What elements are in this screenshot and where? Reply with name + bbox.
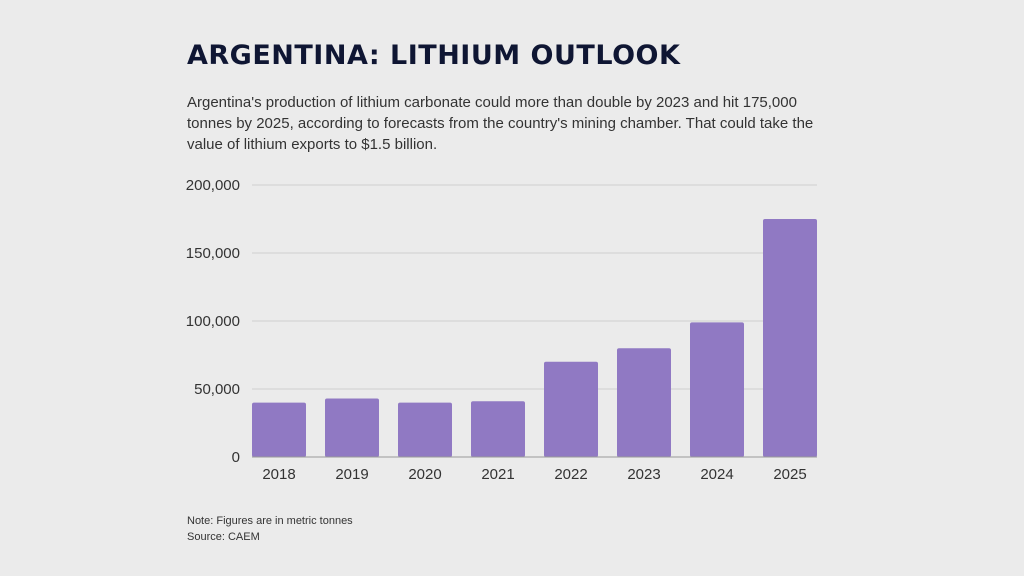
y-tick-label: 50,000 [194,381,240,398]
chart-title: ARGENTINA: LITHIUM OUTLOOK [187,40,681,71]
y-tick-label: 0 [232,449,240,466]
bar-2025 [763,219,817,457]
y-axis-tick-labels: 0 50,000 100,000 150,000 200,000 [186,177,240,466]
note-text: Note: Figures are in metric tonnes [187,515,353,527]
x-axis-tick-labels: 2018 2019 2020 2021 2022 2023 2024 2025 [262,466,806,483]
x-tick-label: 2021 [481,466,514,483]
x-tick-label: 2019 [335,466,368,483]
footnote: Note: Figures are in metric tonnes Sourc… [187,513,353,545]
bar-2021 [471,401,525,457]
x-tick-label: 2020 [408,466,441,483]
x-tick-label: 2025 [773,466,806,483]
chart-subtitle: Argentina's production of lithium carbon… [187,94,814,153]
y-tick-label: 150,000 [186,245,240,262]
bar-2022 [544,361,598,457]
bars [252,219,817,457]
source-text: Source: CAEM [187,531,260,543]
x-tick-label: 2024 [700,466,733,483]
bar-2018 [252,402,306,457]
bar-2019 [325,398,379,457]
x-tick-label: 2023 [627,466,660,483]
bar-2024 [690,322,744,457]
bar-2020 [398,402,452,457]
y-tick-label: 200,000 [186,177,240,194]
y-tick-label: 100,000 [186,313,240,330]
x-tick-label: 2018 [262,466,295,483]
x-tick-label: 2022 [554,466,587,483]
bar-2023 [617,348,671,457]
